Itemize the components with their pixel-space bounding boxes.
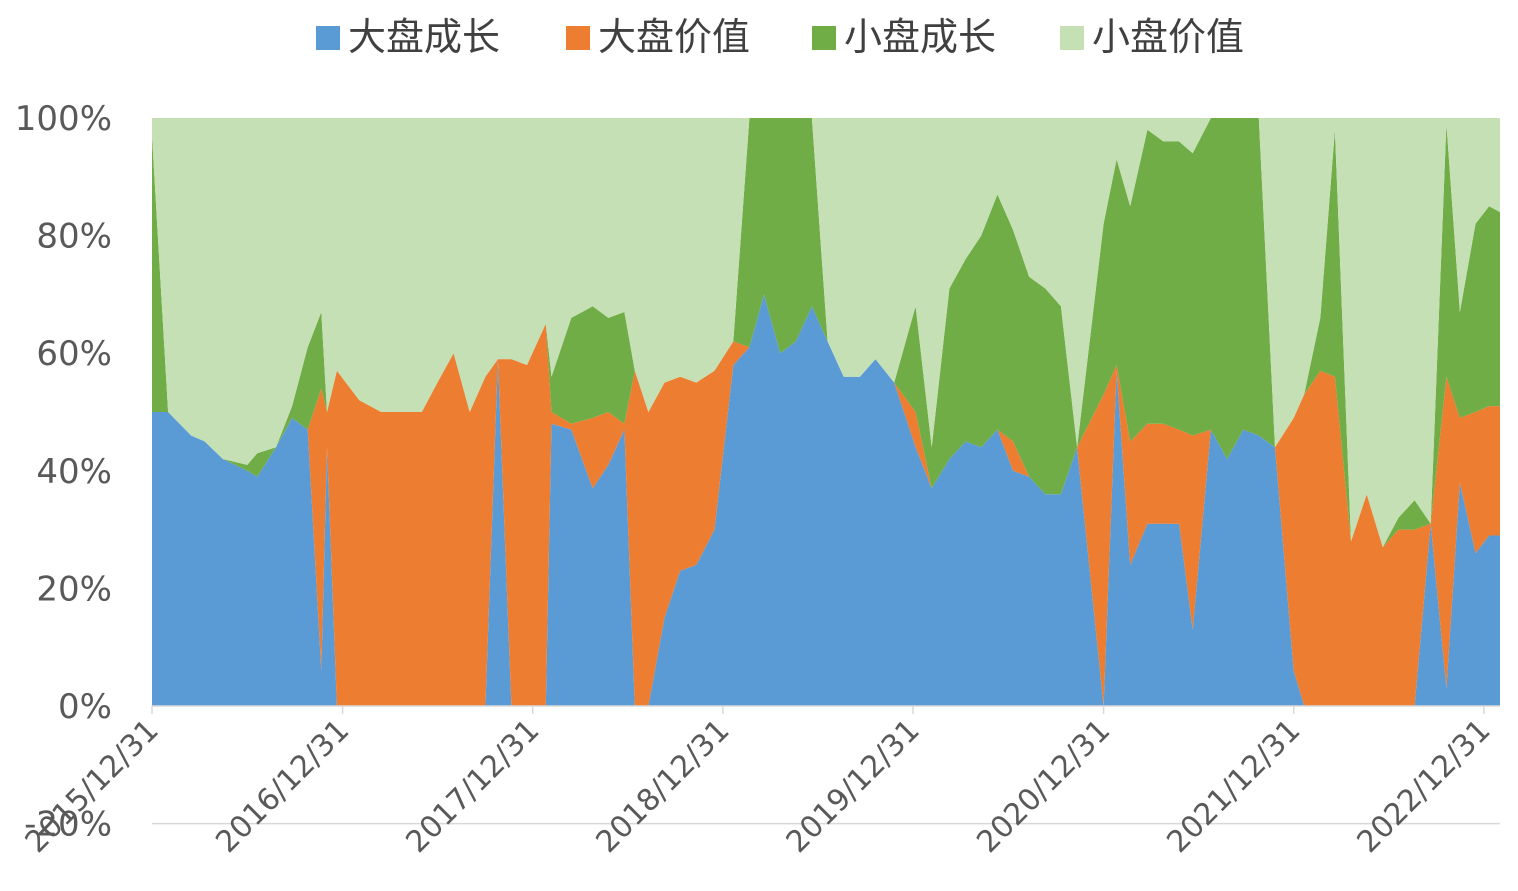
y-tick-label: 80% — [36, 217, 112, 257]
y-tick-label: 0% — [58, 687, 112, 727]
legend: 大盘成长 大盘价值 小盘成长 小盘价值 — [316, 15, 1244, 59]
y-tick-label: 60% — [36, 334, 112, 374]
x-tick-label: 2018/12/31 — [590, 713, 737, 860]
legend-swatch — [812, 26, 836, 50]
area-series-3 — [152, 118, 1500, 548]
y-tick-label: -20% — [24, 805, 112, 845]
x-tick-label: 2017/12/31 — [399, 713, 546, 860]
x-tick-label: 2019/12/31 — [780, 713, 927, 860]
area-series-4 — [152, 118, 1500, 548]
y-axis-ticks: -20% 0% 20% 40% 60% 80% 100% — [15, 99, 112, 845]
x-tick-label: 2016/12/31 — [209, 713, 356, 860]
x-tick-label: 2020/12/31 — [970, 713, 1117, 860]
legend-label: 大盘成长 — [348, 15, 500, 59]
area-series-2 — [152, 294, 1500, 706]
legend-label: 小盘成长 — [844, 15, 996, 59]
plot-areas — [152, 118, 1500, 706]
axes — [152, 705, 1500, 825]
legend-swatch — [566, 26, 590, 50]
legend-swatch — [316, 26, 340, 50]
y-tick-label: 100% — [15, 99, 112, 139]
legend-label: 小盘价值 — [1092, 15, 1244, 59]
area-series-1 — [152, 294, 1500, 706]
x-axis-ticks: 2015/12/31 2016/12/31 2017/12/31 2018/12/31… — [19, 706, 1498, 860]
legend-swatch — [1060, 26, 1084, 50]
y-tick-label: 40% — [36, 452, 112, 492]
legend-label: 大盘价值 — [598, 15, 750, 59]
x-tick-label: 2022/12/31 — [1350, 713, 1497, 860]
y-tick-label: 20% — [36, 569, 112, 609]
x-tick-label: 2021/12/31 — [1160, 713, 1307, 860]
